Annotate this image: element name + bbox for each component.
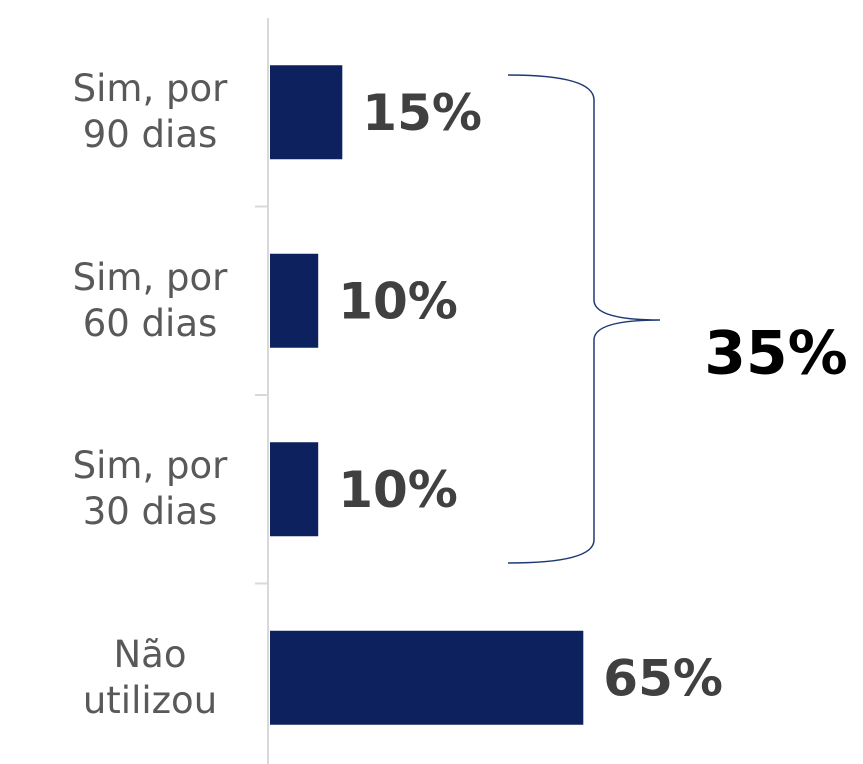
category-label: Sim, por 90 dias [72,67,228,157]
value-label: 10% [338,272,458,330]
bracket-label: 35% [704,319,848,389]
category-label: Sim, por 60 dias [72,255,228,345]
bracket [507,74,661,564]
bar [270,65,343,160]
bar [270,630,584,725]
bar [270,442,319,537]
value-label: 10% [338,461,458,519]
category-label: Não utilizou [82,632,218,722]
value-label: 65% [603,649,723,707]
bar [270,253,319,348]
category-label: Sim, por 30 dias [72,444,228,534]
value-label: 15% [362,84,482,142]
